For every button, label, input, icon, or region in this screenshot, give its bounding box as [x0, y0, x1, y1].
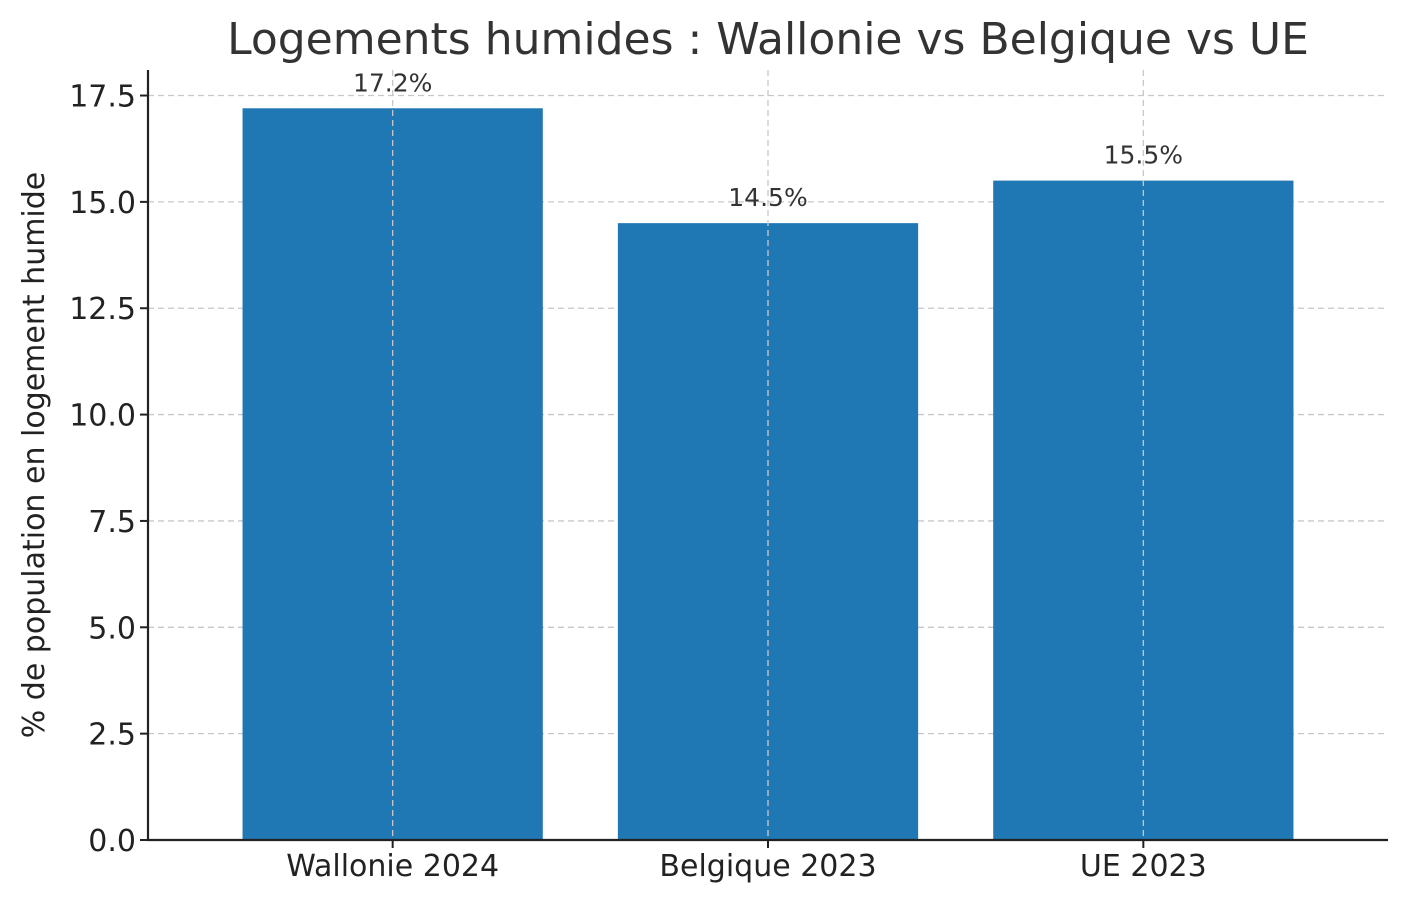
bar-value-label: 14.5%	[728, 183, 807, 212]
bar-value-label: 17.2%	[353, 68, 432, 97]
bar-value-label: 15.5%	[1104, 141, 1183, 170]
x-tick-label: UE 2023	[1080, 849, 1207, 884]
x-tick-label: Wallonie 2024	[286, 849, 499, 884]
axis-layer	[140, 70, 1388, 848]
y-tick-label: 0.0	[88, 824, 136, 859]
label-layer: 0.0 2.5 5.0 7.5 10.0 12.5 15.0 17.5 Wallonie 202…	[69, 68, 1207, 884]
y-tick-label: 12.5	[69, 292, 136, 327]
y-tick-label: 10.0	[69, 399, 136, 434]
y-tick-label: 5.0	[88, 611, 136, 646]
x-tick-label: Belgique 2023	[659, 849, 876, 884]
y-tick-label: 2.5	[88, 718, 136, 753]
vertical-grid-layer	[392, 70, 1144, 840]
y-axis-label: % de population en logement humide	[17, 172, 52, 739]
y-tick-label: 7.5	[88, 505, 136, 540]
chart-title: Logements humides : Wallonie vs Belgique…	[227, 14, 1309, 65]
y-tick-label: 17.5	[69, 80, 136, 115]
y-tick-label: 15.0	[69, 186, 136, 221]
